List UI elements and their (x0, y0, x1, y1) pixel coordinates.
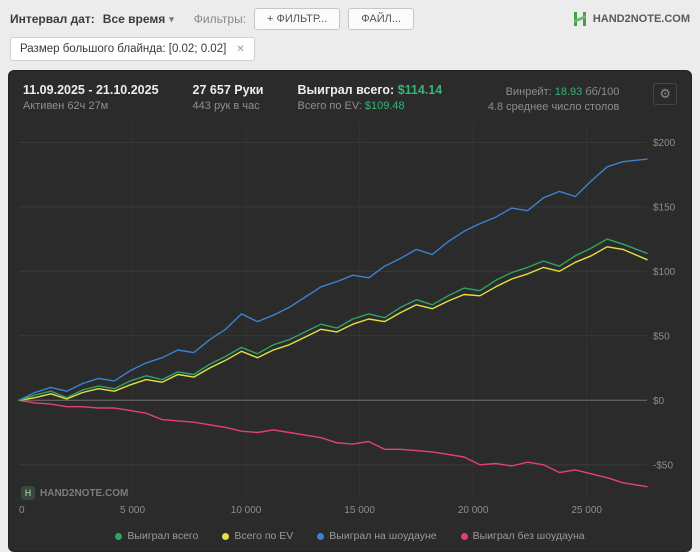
legend-dot (222, 532, 230, 540)
svg-text:5 000: 5 000 (120, 505, 145, 516)
date-range: 11.09.2025 - 21.10.2025 (23, 83, 159, 97)
filter-chip-label: Размер большого блайнда: [0.02; 0.02] (20, 43, 227, 55)
legend-label: Выиграл на шоудауне (329, 530, 437, 542)
legend-label: Выиграл всего (127, 530, 199, 542)
winrate-value: 18.93 (554, 86, 583, 98)
hands-per-hour: 443 рук в час (192, 100, 260, 112)
svg-text:20 000: 20 000 (458, 505, 489, 516)
stats-header: 11.09.2025 - 21.10.2025 Активен 62ч 27м … (9, 71, 691, 115)
svg-text:10 000: 10 000 (231, 505, 262, 516)
filter-chip-row: Размер большого блайнда: [0.02; 0.02] ✕ (0, 34, 700, 67)
winnings-chart: -$50 $0 $50 $100 $150 $200 0 5 000 10 000 15 000 2… (18, 123, 676, 516)
ev-label: Всего по EV: (297, 100, 362, 112)
stats-panel: 11.09.2025 - 21.10.2025 Активен 62ч 27м … (8, 70, 692, 552)
svg-text:25 000: 25 000 (571, 505, 602, 516)
watermark-text: HAND2NOTE.COM (40, 487, 129, 499)
won-total-value: $114.14 (397, 83, 443, 97)
date-interval-value: Все время (102, 12, 166, 26)
legend-item[interactable]: Выиграл всего (115, 530, 198, 542)
legend-label: Всего по EV (234, 530, 294, 542)
legend-dot (317, 532, 325, 540)
svg-text:$200: $200 (653, 138, 676, 149)
avg-tables: 4.8 среднее число столов (487, 101, 620, 113)
date-range-block: 11.09.2025 - 21.10.2025 Активен 62ч 27м (23, 83, 159, 112)
svg-text:$0: $0 (653, 396, 665, 407)
filter-chip[interactable]: Размер большого блайнда: [0.02; 0.02] ✕ (10, 37, 255, 61)
date-interval-label: Интервал дат: (10, 12, 95, 26)
close-icon[interactable]: ✕ (236, 43, 245, 55)
date-interval-select[interactable]: Все время ▾ (103, 12, 174, 26)
chevron-down-icon: ▾ (169, 13, 174, 24)
chart-legend: Выиграл всего Всего по EV Выиграл на шоуда… (9, 528, 691, 551)
brand: HAND2NOTE.COM (572, 11, 690, 27)
hand2note-watermark-icon: H (21, 486, 35, 500)
svg-text:0: 0 (19, 505, 25, 516)
legend-label: Выиграл без шоудауна (472, 530, 585, 542)
svg-text:$50: $50 (653, 331, 670, 342)
ev-value: $109.48 (364, 100, 405, 112)
svg-text:$150: $150 (653, 202, 676, 213)
toolbar: Интервал дат: Все время ▾ Фильтры: + ФИЛ… (0, 0, 700, 34)
winrate-label: Винрейт: (505, 86, 552, 98)
legend-item[interactable]: Выиграл на шоудауне (317, 530, 437, 542)
file-button[interactable]: ФАЙЛ... (348, 8, 415, 30)
hand2note-logo-icon (573, 12, 586, 26)
active-time: Активен 62ч 27м (23, 100, 109, 112)
legend-item[interactable]: Всего по EV (222, 530, 293, 542)
svg-text:-$50: -$50 (653, 460, 673, 471)
winnings-block: Выиграл всего: $114.14 Всего по EV: $109… (297, 83, 442, 112)
legend-dot (460, 532, 468, 540)
settings-gear-icon[interactable]: ⚙ (653, 83, 677, 106)
won-total-label: Выиграл всего: (297, 83, 395, 97)
winrate-block: Винрейт: 18.93 бб/100 4.8 среднее число … (488, 83, 620, 113)
svg-text:15 000: 15 000 (344, 505, 375, 516)
brand-text: HAND2NOTE.COM (592, 13, 690, 25)
chart-watermark: H HAND2NOTE.COM (21, 486, 128, 500)
chart-area: -$50 $0 $50 $100 $150 $200 0 5 000 10 000 15 000 2… (9, 115, 691, 528)
hands-count: 27 657 Руки (192, 83, 264, 97)
filters-label: Фильтры: (193, 12, 247, 26)
add-filter-button[interactable]: + ФИЛЬТР... (254, 8, 341, 30)
legend-item[interactable]: Выиграл без шоудауна (460, 530, 585, 542)
hands-block: 27 657 Руки 443 рук в час (193, 83, 264, 112)
svg-text:$100: $100 (653, 267, 676, 278)
winrate-unit: бб/100 (585, 86, 620, 98)
legend-dot (115, 532, 123, 540)
